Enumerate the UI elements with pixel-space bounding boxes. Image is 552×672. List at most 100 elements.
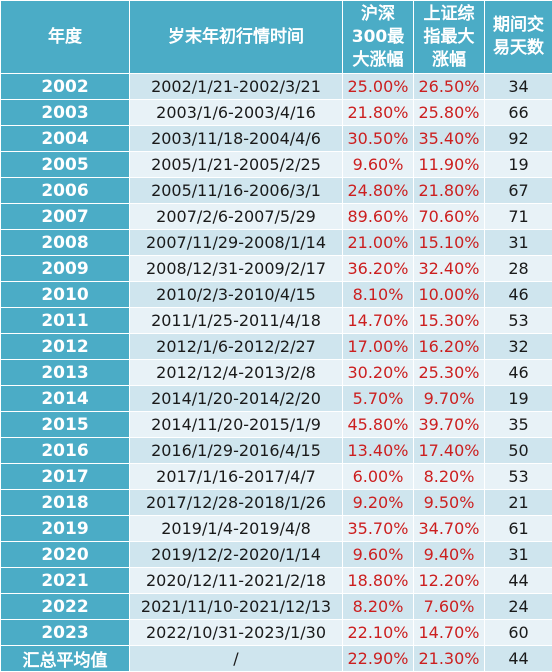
header-days-line1: 期间交 xyxy=(493,15,544,35)
hs300-gain-cell: 6.00% xyxy=(343,464,414,490)
trading-days-cell: 24 xyxy=(485,594,552,620)
sse-gain-cell: 11.90% xyxy=(414,152,485,178)
year-cell: 2021 xyxy=(1,568,130,594)
summary-sse: 21.30% xyxy=(414,646,485,672)
hs300-gain-cell: 8.10% xyxy=(343,282,414,308)
hs300-gain-cell: 89.60% xyxy=(343,204,414,230)
sse-gain-cell: 17.40% xyxy=(414,438,485,464)
year-cell: 2015 xyxy=(1,412,130,438)
sse-gain-cell: 39.70% xyxy=(414,412,485,438)
trading-days-cell: 46 xyxy=(485,282,552,308)
header-year: 年度 xyxy=(1,1,130,74)
hs300-gain-cell: 22.10% xyxy=(343,620,414,646)
period-cell: 2021/11/10-2021/12/13 xyxy=(130,594,343,620)
period-cell: 2002/1/21-2002/3/21 xyxy=(130,74,343,100)
year-cell: 2023 xyxy=(1,620,130,646)
period-cell: 2019/12/2-2020/1/14 xyxy=(130,542,343,568)
header-hs300: 沪深 300最 大涨幅 xyxy=(343,1,414,74)
year-cell: 2005 xyxy=(1,152,130,178)
period-cell: 2003/11/18-2004/4/6 xyxy=(130,126,343,152)
trading-days-cell: 19 xyxy=(485,152,552,178)
hs300-gain-cell: 25.00% xyxy=(343,74,414,100)
year-cell: 2017 xyxy=(1,464,130,490)
period-cell: 2007/11/29-2008/1/14 xyxy=(130,230,343,256)
hs300-gain-cell: 17.00% xyxy=(343,334,414,360)
header-period: 岁末年初行情时间 xyxy=(130,1,343,74)
sse-gain-cell: 34.70% xyxy=(414,516,485,542)
period-cell: 2017/12/28-2018/1/26 xyxy=(130,490,343,516)
period-cell: 2016/1/29-2016/4/15 xyxy=(130,438,343,464)
sse-gain-cell: 9.70% xyxy=(414,386,485,412)
hs300-gain-cell: 45.80% xyxy=(343,412,414,438)
sse-gain-cell: 8.20% xyxy=(414,464,485,490)
period-cell: 2022/10/31-2023/1/30 xyxy=(130,620,343,646)
sse-gain-cell: 9.50% xyxy=(414,490,485,516)
period-cell: 2019/1/4-2019/4/8 xyxy=(130,516,343,542)
sse-gain-cell: 15.30% xyxy=(414,308,485,334)
hs300-gain-cell: 30.50% xyxy=(343,126,414,152)
trading-days-cell: 32 xyxy=(485,334,552,360)
sse-gain-cell: 10.00% xyxy=(414,282,485,308)
trading-days-cell: 50 xyxy=(485,438,552,464)
header-sse: 上证综 指最大 涨幅 xyxy=(414,1,485,74)
trading-days-cell: 19 xyxy=(485,386,552,412)
trading-days-cell: 28 xyxy=(485,256,552,282)
period-cell: 2014/11/20-2015/1/9 xyxy=(130,412,343,438)
year-cell: 2012 xyxy=(1,334,130,360)
header-sse-line2: 指最大 xyxy=(424,27,475,47)
hs300-gain-cell: 35.70% xyxy=(343,516,414,542)
trading-days-cell: 35 xyxy=(485,412,552,438)
sse-gain-cell: 25.30% xyxy=(414,360,485,386)
sse-gain-cell: 21.80% xyxy=(414,178,485,204)
hs300-gain-cell: 13.40% xyxy=(343,438,414,464)
trading-days-cell: 31 xyxy=(485,542,552,568)
header-row: 年度 岁末年初行情时间 沪深 300最 大涨幅 上证综 指最大 涨幅 期间交 易… xyxy=(1,1,552,74)
summary-hs300: 22.90% xyxy=(343,646,414,672)
trading-days-cell: 46 xyxy=(485,360,552,386)
year-cell: 2011 xyxy=(1,308,130,334)
year-cell: 2009 xyxy=(1,256,130,282)
trading-days-cell: 21 xyxy=(485,490,552,516)
sse-gain-cell: 16.20% xyxy=(414,334,485,360)
trading-days-cell: 66 xyxy=(485,100,552,126)
sse-gain-cell: 15.10% xyxy=(414,230,485,256)
year-cell: 2007 xyxy=(1,204,130,230)
year-cell: 2013 xyxy=(1,360,130,386)
period-cell: 2012/1/6-2012/2/27 xyxy=(130,334,343,360)
year-cell: 2019 xyxy=(1,516,130,542)
trading-days-cell: 53 xyxy=(485,308,552,334)
summary-days: 44 xyxy=(485,646,552,672)
header-sse-line3: 涨幅 xyxy=(432,50,466,70)
header-sse-line1: 上证综 xyxy=(424,4,475,24)
trading-days-cell: 34 xyxy=(485,74,552,100)
header-days-line2: 易天数 xyxy=(493,38,544,58)
year-cell: 2018 xyxy=(1,490,130,516)
period-cell: 2014/1/20-2014/2/20 xyxy=(130,386,343,412)
year-cell: 2004 xyxy=(1,126,130,152)
header-hs300-line3: 大涨幅 xyxy=(353,50,404,70)
sse-gain-cell: 14.70% xyxy=(414,620,485,646)
hs300-gain-cell: 9.60% xyxy=(343,152,414,178)
hs300-gain-cell: 30.20% xyxy=(343,360,414,386)
year-cell: 2006 xyxy=(1,178,130,204)
hs300-gain-cell: 21.80% xyxy=(343,100,414,126)
sse-gain-cell: 70.60% xyxy=(414,204,485,230)
period-cell: 2007/2/6-2007/5/29 xyxy=(130,204,343,230)
year-cell: 2008 xyxy=(1,230,130,256)
